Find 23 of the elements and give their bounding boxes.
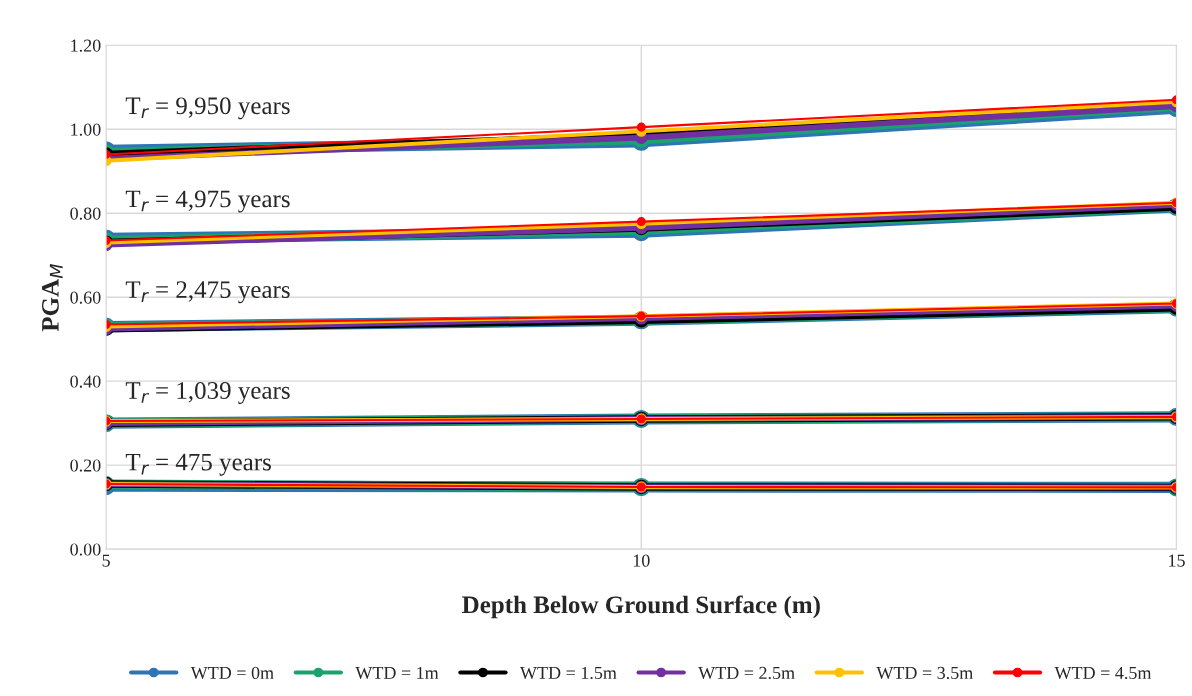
annotation: T$_{r}$ = 1,039 years (125, 382, 290, 405)
x-tick-label: 5 (102, 554, 110, 567)
y-tick-label: 0.60 (70, 291, 101, 304)
legend-label: WTD = 3.5m (876, 666, 974, 680)
annotation: T$_{r}$ = 475 years (125, 453, 271, 476)
annotation: T$_{r}$ = 9,950 years (125, 97, 290, 120)
x-tick-label: 15 (1169, 554, 1185, 567)
y-tick-label: 0.20 (70, 459, 101, 472)
y-tick-label: 0.40 (70, 375, 101, 388)
x-tick-label: 10 (633, 554, 650, 567)
legend-label: WTD = 2.5m (698, 666, 795, 680)
y-tick-label: 1.00 (71, 123, 101, 136)
legend-label: WTD = 1.5m (520, 666, 617, 680)
x-axis-title: Depth Below Ground Surface (m) (462, 595, 820, 619)
y-axis-title: PGA$_{M}$ (42, 264, 63, 332)
legend-label: WTD = 0m (190, 666, 274, 680)
annotation: T$_{r}$ = 2,475 years (125, 281, 290, 304)
legend-label: WTD = 4.5m (1054, 666, 1152, 680)
y-tick-label: 0.80 (70, 207, 101, 220)
annotation: T$_{r}$ = 4,975 years (125, 190, 290, 213)
legend-label: WTD = 1m (355, 666, 439, 680)
y-tick-label: 0.00 (70, 543, 101, 556)
y-tick-label: 1.20 (71, 39, 101, 52)
